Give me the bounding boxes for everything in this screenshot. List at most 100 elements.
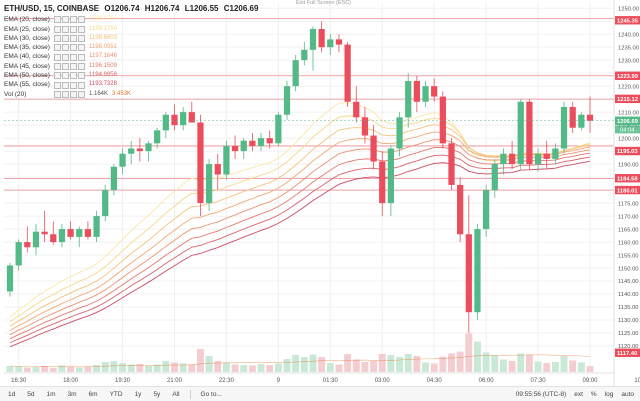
candle-body[interactable] <box>145 143 152 152</box>
candle-body[interactable] <box>405 80 412 118</box>
candle-body[interactable] <box>266 138 273 144</box>
candle-body[interactable] <box>578 114 585 128</box>
more-icon[interactable] <box>78 72 85 80</box>
candle-body[interactable] <box>526 101 533 165</box>
indicator-buttons[interactable] <box>54 62 85 70</box>
more-icon[interactable] <box>78 62 85 70</box>
symbol-label[interactable]: ETH/USD, 15, COINBASE <box>4 4 100 13</box>
gear-icon[interactable] <box>62 62 69 70</box>
candle-body[interactable] <box>171 114 178 126</box>
ema-legend-row[interactable]: EMA (25, close) 1199.1750 <box>4 25 261 34</box>
more-icon[interactable] <box>78 16 85 24</box>
eye-icon[interactable] <box>54 16 61 24</box>
range-button-1m[interactable]: 1m <box>46 390 56 398</box>
candle-body[interactable] <box>569 106 576 128</box>
candle-body[interactable] <box>552 148 559 159</box>
candle-body[interactable] <box>249 140 256 146</box>
candle-body[interactable] <box>292 60 299 87</box>
price-chart[interactable]: 1120.00 1125.00 1130.00 1135.00 1140.00 1145.… <box>0 0 640 386</box>
candle-body[interactable] <box>188 112 195 123</box>
candle-body[interactable] <box>517 101 524 165</box>
exit-fullscreen-hint[interactable]: Exit Full Screen (ESC) <box>296 0 352 6</box>
ema-legend-row[interactable]: EMA (20, close) 1199.1750 <box>4 15 261 24</box>
candle-body[interactable] <box>508 153 516 165</box>
candle-body[interactable] <box>58 229 66 243</box>
candle-body[interactable] <box>24 242 31 248</box>
candle-body[interactable] <box>586 114 594 121</box>
candle-body[interactable] <box>500 153 507 165</box>
candle-body[interactable] <box>457 184 464 235</box>
candle-body[interactable] <box>439 96 446 144</box>
ema-legend-row[interactable]: EMA (50, close) 1194.9958 <box>4 71 261 80</box>
indicator-buttons[interactable] <box>54 25 85 33</box>
candle-body[interactable] <box>128 148 135 154</box>
eye-icon[interactable] <box>54 62 61 70</box>
candle-body[interactable] <box>119 153 126 167</box>
candle-body[interactable] <box>370 135 377 162</box>
volume-legend-row[interactable]: Vol (20) 1.164K 3.453K <box>4 90 261 99</box>
candle-body[interactable] <box>491 164 498 191</box>
candle-body[interactable] <box>396 117 403 149</box>
candle-body[interactable] <box>154 130 161 144</box>
gear-icon[interactable] <box>62 44 69 52</box>
candle-body[interactable] <box>335 39 343 45</box>
candle-body[interactable] <box>283 86 291 115</box>
ema-legend-row[interactable]: EMA (40, close) 1197.1646 <box>4 52 261 61</box>
range-button-1d[interactable]: 1d <box>8 390 16 398</box>
gear-icon[interactable] <box>62 16 69 24</box>
gear-icon[interactable] <box>62 72 69 80</box>
close-icon[interactable] <box>70 72 77 80</box>
candle-body[interactable] <box>110 166 117 191</box>
range-button-ytd[interactable]: YTD <box>109 390 123 398</box>
candle-body[interactable] <box>327 39 334 48</box>
candle-body[interactable] <box>136 148 143 152</box>
indicator-buttons[interactable] <box>54 53 85 61</box>
eye-icon[interactable] <box>54 44 61 52</box>
ema-legend-row[interactable]: EMA (35, close) 1198.0051 <box>4 43 261 52</box>
gear-icon[interactable] <box>62 35 69 43</box>
close-icon[interactable] <box>70 35 77 43</box>
candle-body[interactable] <box>361 117 369 136</box>
candle-body[interactable] <box>543 153 550 159</box>
gear-icon[interactable] <box>62 90 69 98</box>
indicator-buttons[interactable] <box>54 35 85 43</box>
candle-body[interactable] <box>102 190 109 217</box>
candle-body[interactable] <box>448 143 455 185</box>
candle-body[interactable] <box>93 216 100 237</box>
indicator-buttons[interactable] <box>54 90 85 98</box>
candle-body[interactable] <box>50 234 57 243</box>
candle-body[interactable] <box>162 114 169 131</box>
ema-legend-row[interactable]: EMA (45, close) 1196.1509 <box>4 62 261 71</box>
more-icon[interactable] <box>78 81 85 89</box>
candle-body[interactable] <box>240 140 247 152</box>
range-button-5d[interactable]: 5d <box>27 390 35 398</box>
eye-icon[interactable] <box>54 81 61 89</box>
range-button-5y[interactable]: 5y <box>153 390 161 398</box>
candle-body[interactable] <box>257 138 265 146</box>
candle-body[interactable] <box>387 148 395 204</box>
more-icon[interactable] <box>78 53 85 61</box>
range-button-1y[interactable]: 1y <box>134 390 142 398</box>
eye-icon[interactable] <box>54 25 61 33</box>
log-toggle[interactable]: log <box>604 390 614 398</box>
eye-icon[interactable] <box>54 72 61 80</box>
candle-body[interactable] <box>84 229 92 237</box>
candle-body[interactable] <box>379 161 386 204</box>
gear-icon[interactable] <box>62 25 69 33</box>
more-icon[interactable] <box>78 44 85 52</box>
eye-icon[interactable] <box>54 35 61 43</box>
close-icon[interactable] <box>70 25 77 33</box>
candle-body[interactable] <box>41 231 48 235</box>
close-icon[interactable] <box>70 16 77 24</box>
candle-body[interactable] <box>422 86 429 102</box>
indicator-buttons[interactable] <box>54 81 85 89</box>
range-button-6m[interactable]: 6m <box>88 390 98 398</box>
candle-body[interactable] <box>205 164 213 204</box>
auto-toggle[interactable]: auto <box>621 390 634 398</box>
candle-body[interactable] <box>6 265 14 292</box>
ema-legend-row[interactable]: EMA (55, close) 1193.7328 <box>4 80 261 89</box>
candle-body[interactable] <box>318 28 325 48</box>
more-icon[interactable] <box>78 25 85 33</box>
candle-body[interactable] <box>413 80 420 102</box>
candle-body[interactable] <box>214 164 221 175</box>
